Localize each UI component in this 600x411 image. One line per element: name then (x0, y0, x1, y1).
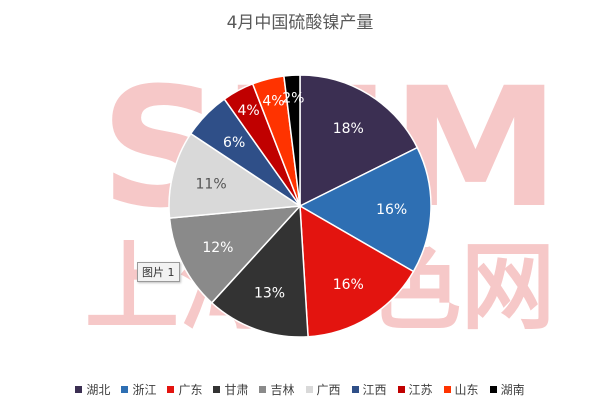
data-label-吉林: 12% (202, 240, 233, 256)
legend-item-广西: 广西 (305, 381, 341, 398)
data-label-江苏: 4% (237, 103, 259, 119)
legend-swatch (75, 386, 83, 393)
data-label-广东: 16% (333, 277, 364, 293)
legend-swatch (213, 386, 221, 393)
pie-slice-甘肃 (210, 204, 309, 338)
legend-item-广东: 广东 (167, 381, 202, 398)
legend-item-山东: 山东 (443, 381, 479, 398)
legend-swatch (351, 386, 359, 393)
legend-swatch (397, 386, 405, 393)
pie-slice-湖南 (283, 74, 301, 207)
image-label: 图片 1 (137, 262, 180, 282)
legend-label: 广东 (178, 383, 203, 397)
data-label-江西: 6% (223, 135, 245, 151)
pie-slice-湖北 (299, 74, 419, 208)
legend-label: 湖南 (500, 383, 525, 397)
chart-title: 4月中国硫酸镍产量 (226, 13, 374, 33)
data-label-山东: 4% (262, 94, 284, 110)
legend-label: 江西 (362, 383, 387, 397)
legend-item-江苏: 江苏 (397, 381, 433, 398)
chart-legend: 湖北 浙江 广东 甘肃 吉林 广西 江西 江苏 山东 湖南 (0, 381, 600, 398)
legend-label: 山东 (454, 383, 479, 397)
pie-slice-广东 (299, 204, 415, 338)
legend-item-浙江: 浙江 (121, 381, 156, 398)
legend-item-甘肃: 甘肃 (213, 381, 248, 398)
legend-label: 甘肃 (224, 383, 249, 397)
legend-swatch (489, 386, 497, 393)
pie-slice-浙江 (298, 146, 432, 273)
legend-label: 浙江 (132, 383, 157, 397)
legend-swatch (305, 386, 313, 393)
legend-item-江西: 江西 (351, 381, 387, 398)
data-label-甘肃: 13% (254, 285, 285, 301)
legend-swatch (259, 386, 267, 393)
pie-slice-广西 (168, 132, 303, 219)
legend-swatch (167, 386, 175, 393)
data-label-浙江: 16% (376, 202, 407, 218)
legend-label: 吉林 (270, 383, 295, 397)
legend-swatch (443, 386, 451, 393)
data-label-湖南: 2% (282, 90, 304, 106)
legend-swatch (121, 386, 129, 393)
legend-label: 江苏 (408, 383, 433, 397)
legend-item-湖北: 湖北 (75, 381, 110, 398)
legend-item-吉林: 吉林 (259, 381, 295, 398)
data-label-湖北: 18% (333, 121, 364, 137)
legend-item-湖南: 湖南 (489, 381, 525, 398)
data-label-广西: 11% (196, 177, 227, 193)
legend-label: 湖北 (86, 383, 111, 397)
legend-label: 广西 (316, 383, 341, 397)
pie-slice-吉林 (168, 205, 302, 304)
